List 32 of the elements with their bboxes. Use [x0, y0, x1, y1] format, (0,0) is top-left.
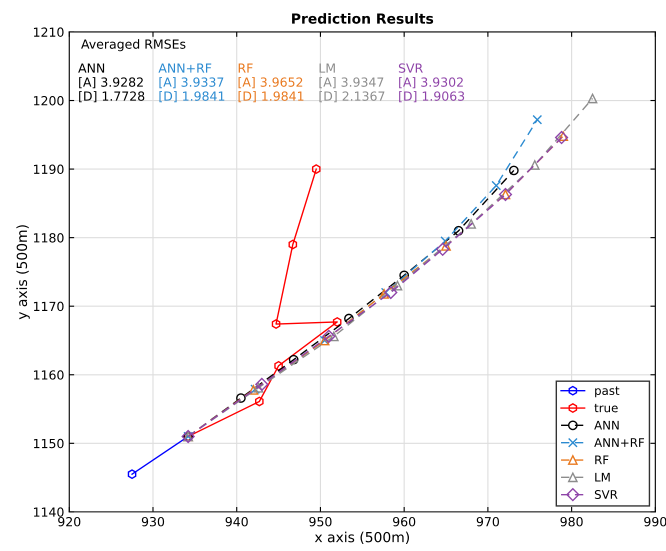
- annotation: ANN+RF [A] 3.9337 [D] 1.9841: [158, 64, 224, 102]
- legend-label: ANN+RF: [594, 438, 644, 447]
- y-tick-label: 1140: [34, 507, 64, 517]
- legend-label: ANN: [594, 420, 619, 430]
- annotation: ANN [A] 3.9282 [D] 1.7728: [78, 64, 144, 102]
- x-tick-label: 920: [58, 516, 80, 526]
- x-axis-title: x axis (500m): [314, 532, 409, 544]
- legend-label: SVR: [594, 490, 618, 499]
- annotation: Averaged RMSEs: [81, 39, 186, 52]
- y-tick-label: 1160: [34, 370, 64, 380]
- y-tick-label: 1210: [34, 27, 64, 37]
- chart-title: Prediction Results: [292, 13, 434, 24]
- y-tick-label: 1170: [34, 302, 64, 312]
- legend-label: LM: [595, 472, 610, 482]
- y-tick-label: 1190: [34, 164, 64, 174]
- legend-label: RF: [595, 456, 608, 464]
- x-tick-label: 990: [644, 516, 666, 526]
- y-tick-label: 1180: [34, 233, 64, 243]
- annotation: LM [A] 3.9347 [D] 2.1367: [319, 64, 384, 102]
- annotation: RF [A] 3.9652 [D] 1.9841: [238, 64, 304, 102]
- y-tick-label: 1200: [34, 96, 64, 106]
- x-tick-label: 940: [226, 516, 248, 526]
- legend-label: past: [595, 386, 620, 398]
- legend-label: true: [594, 404, 618, 412]
- y-tick-label: 1150: [34, 438, 64, 448]
- y-axis-title: y axis (500m): [16, 225, 30, 320]
- x-tick-label: 970: [476, 516, 499, 526]
- x-tick-label: 950: [309, 516, 332, 526]
- x-tick-label: 930: [142, 516, 164, 526]
- x-tick-label: 980: [560, 516, 583, 526]
- annotation: SVR [A] 3.9302 [D] 1.9063: [398, 63, 464, 102]
- x-tick-label: 960: [393, 516, 416, 526]
